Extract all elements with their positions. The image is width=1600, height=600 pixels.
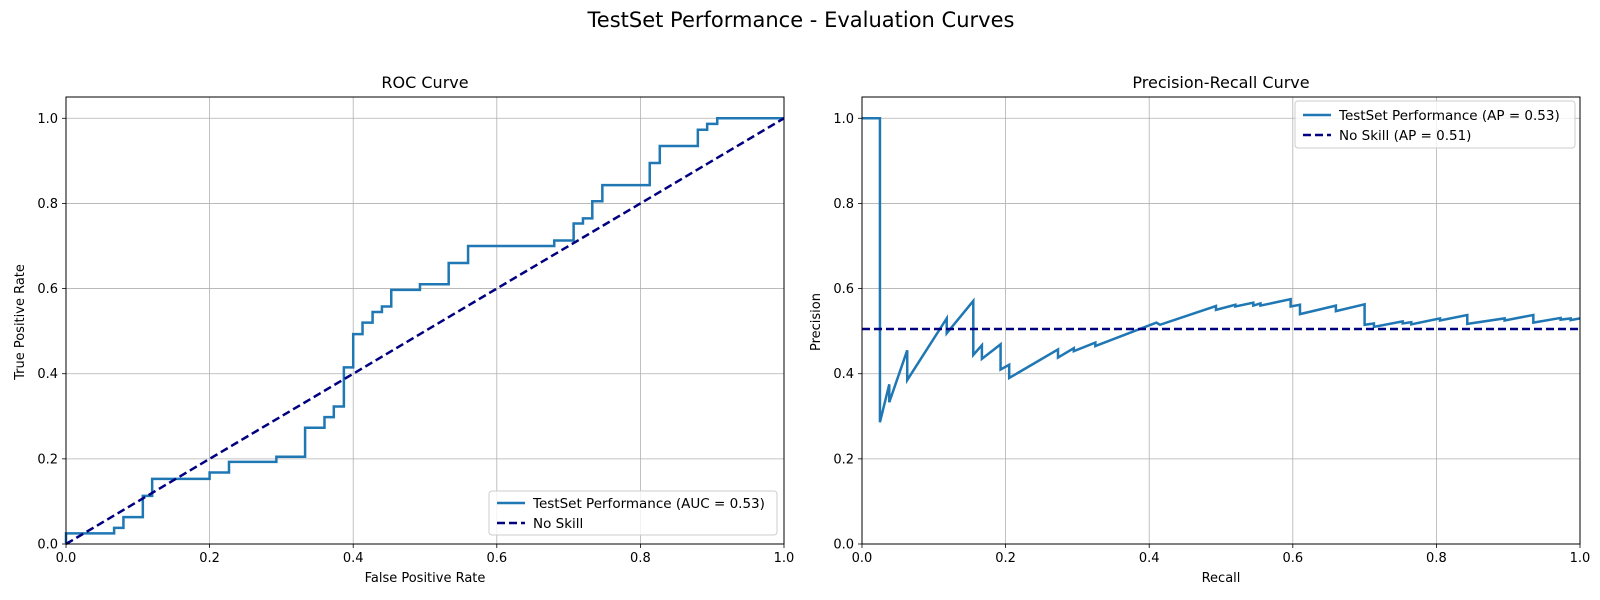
pr-ytick-label: 0.0 [833,538,854,553]
roc-title: ROC Curve [381,73,468,92]
roc-ytick-label: 1.0 [37,112,58,127]
roc-ytick-label: 0.2 [37,452,58,467]
roc-legend: TestSet Performance (AUC = 0.53) No Skil… [488,490,778,536]
roc-ytick-label: 0.0 [37,538,58,553]
pr-ytick-label: 1.0 [833,112,854,127]
pr-ylabel: Precision [809,293,824,351]
pr-model-curve [862,117,1581,423]
figure-suptitle: TestSet Performance - Evaluation Curves [587,8,1015,32]
roc-legend-baseline-label: No Skill [533,516,583,532]
pr-legend-box [1294,100,1576,149]
roc-ytick-label: 0.8 [37,197,58,212]
roc-xtick-label: 1.0 [774,551,795,566]
pr-ytick-label: 0.4 [833,367,854,382]
roc-baseline-line [65,117,785,546]
pr-legend-baseline-label: No Skill (AP = 0.51) [1339,128,1471,144]
pr-xtick-label: 0.0 [852,551,873,566]
pr-title: Precision-Recall Curve [1132,73,1309,92]
roc-legend-box [488,490,778,536]
roc-legend-model-label: TestSet Performance (AUC = 0.53) [532,496,765,512]
pr-xtick-label: 0.4 [1139,551,1160,566]
roc-xtick-label: 0.6 [486,551,507,566]
roc-xlabel: False Positive Rate [365,571,486,586]
roc-model-curve [64,117,784,544]
pr-panel: Precision-Recall Curve Recall Precision … [809,73,1590,586]
roc-xtick-label: 0.8 [630,551,651,566]
roc-xtick-label: 0.2 [199,551,220,566]
roc-ytick-label: 0.4 [37,367,58,382]
pr-axes-frame [861,96,1581,545]
pr-xtick-label: 1.0 [1570,551,1591,566]
roc-grid [65,97,785,545]
pr-series [862,117,1581,423]
pr-grid [861,97,1581,545]
pr-xtick-label: 0.2 [995,551,1016,566]
roc-xtick-label: 0.0 [56,551,77,566]
roc-ylabel: True Positive Rate [13,264,28,381]
pr-ytick-label: 0.8 [833,197,854,212]
pr-ytick-label: 0.6 [833,282,854,297]
pr-xtick-label: 0.8 [1426,551,1447,566]
roc-panel: ROC Curve False Positive Rate True Posit… [13,73,794,586]
roc-xtick-label: 0.4 [343,551,364,566]
pr-ytick-label: 0.2 [833,452,854,467]
pr-legend: TestSet Performance (AP = 0.53) No Skill… [1294,100,1576,149]
pr-legend-model-label: TestSet Performance (AP = 0.53) [1338,108,1560,124]
roc-ytick-label: 0.6 [37,282,58,297]
roc-axes-frame [65,96,785,545]
pr-xtick-label: 0.6 [1282,551,1303,566]
pr-xlabel: Recall [1202,571,1241,586]
roc-series [64,117,785,546]
pr-ticks: 0.0 0.2 0.4 0.6 0.8 1.0 0.0 0.2 0.4 0.6 0.8 1.0 [833,112,1590,566]
roc-ticks: 0.0 0.2 0.4 0.6 0.8 1.0 0.0 0.2 0.4 0.6 0.8 1.0 [37,112,794,566]
